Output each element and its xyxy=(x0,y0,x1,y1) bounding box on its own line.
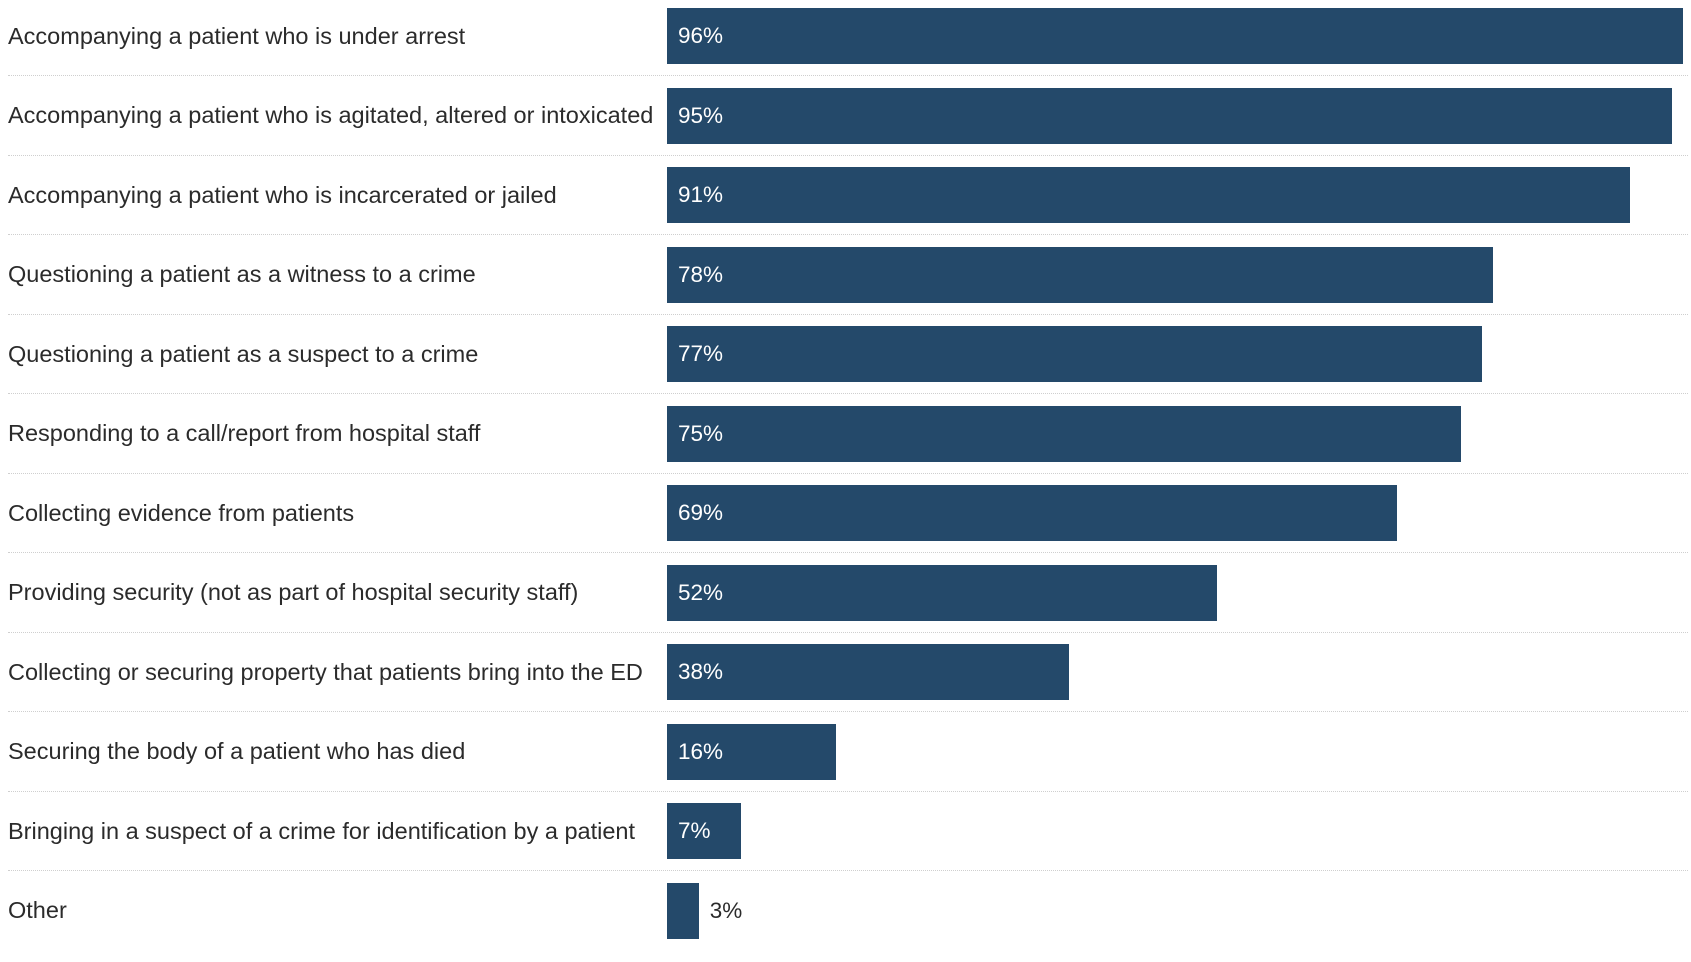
bar xyxy=(667,167,1631,223)
chart-row: Accompanying a patient who is under arre… xyxy=(0,8,1691,64)
chart-row: Accompanying a patient who is agitated, … xyxy=(0,87,1691,144)
category-label: Accompanying a patient who is under arre… xyxy=(8,22,466,49)
chart-row: Bringing in a suspect of a crime for ide… xyxy=(0,803,1691,859)
value-label: 3% xyxy=(709,897,743,923)
value-label: 95% xyxy=(678,102,724,128)
row-divider xyxy=(8,75,1688,76)
category-label: Securing the body of a patient who has d… xyxy=(8,738,466,764)
bar xyxy=(667,87,1673,144)
category-label: Other xyxy=(8,897,67,923)
bar xyxy=(667,246,1493,303)
row-divider xyxy=(8,234,1688,235)
value-label: 7% xyxy=(678,818,711,843)
value-label: 78% xyxy=(678,261,724,287)
row-divider xyxy=(8,154,1688,156)
value-label: 38% xyxy=(678,659,724,684)
bar xyxy=(667,803,742,859)
row-divider xyxy=(8,870,1688,871)
chart-row: Questioning a patient as a witness to a … xyxy=(0,246,1691,303)
bar xyxy=(667,644,1070,700)
chart-row: Responding to a call/report from hospita… xyxy=(0,405,1691,462)
bar xyxy=(667,564,1218,621)
value-label: 16% xyxy=(678,738,724,764)
value-label: 75% xyxy=(678,420,724,446)
chart-row: Collecting evidence from patients 69% xyxy=(0,485,1691,541)
value-label: 96% xyxy=(678,23,724,48)
chart-row: Questioning a patient as a suspect to a … xyxy=(0,326,1691,382)
category-label: Questioning a patient as a witness to a … xyxy=(8,261,476,287)
category-label: Bringing in a suspect of a crime for ide… xyxy=(8,817,636,844)
bar xyxy=(667,485,1398,541)
bar xyxy=(667,8,1683,64)
row-divider xyxy=(8,393,1688,394)
row-divider xyxy=(8,472,1688,474)
value-label: 91% xyxy=(678,182,724,207)
chart-row: Providing security (not as part of hospi… xyxy=(0,564,1691,621)
category-label: Collecting evidence from patients xyxy=(8,499,355,526)
row-divider xyxy=(8,790,1688,792)
value-label: 77% xyxy=(678,341,724,366)
bar xyxy=(667,405,1461,462)
chart-row: Collecting or securing property that pat… xyxy=(0,644,1691,700)
category-label: Accompanying a patient who is agitated, … xyxy=(8,102,654,128)
chart-row: Other 3% xyxy=(0,882,1691,939)
row-divider xyxy=(8,711,1688,712)
chart-row: Accompanying a patient who is incarcerat… xyxy=(0,167,1691,223)
row-divider xyxy=(8,631,1688,633)
category-label: Accompanying a patient who is incarcerat… xyxy=(8,181,557,208)
category-label: Responding to a call/report from hospita… xyxy=(8,420,481,446)
chart-row: Securing the body of a patient who has d… xyxy=(0,723,1691,780)
bar xyxy=(667,882,699,939)
row-divider xyxy=(8,552,1688,553)
bar xyxy=(667,326,1482,382)
value-label: 69% xyxy=(678,500,724,525)
category-label: Questioning a patient as a suspect to a … xyxy=(8,340,479,367)
row-divider xyxy=(8,313,1688,315)
category-label: Collecting or securing property that pat… xyxy=(8,658,643,685)
bar xyxy=(667,723,837,780)
value-label: 52% xyxy=(678,579,724,605)
category-label: Providing security (not as part of hospi… xyxy=(8,579,579,605)
